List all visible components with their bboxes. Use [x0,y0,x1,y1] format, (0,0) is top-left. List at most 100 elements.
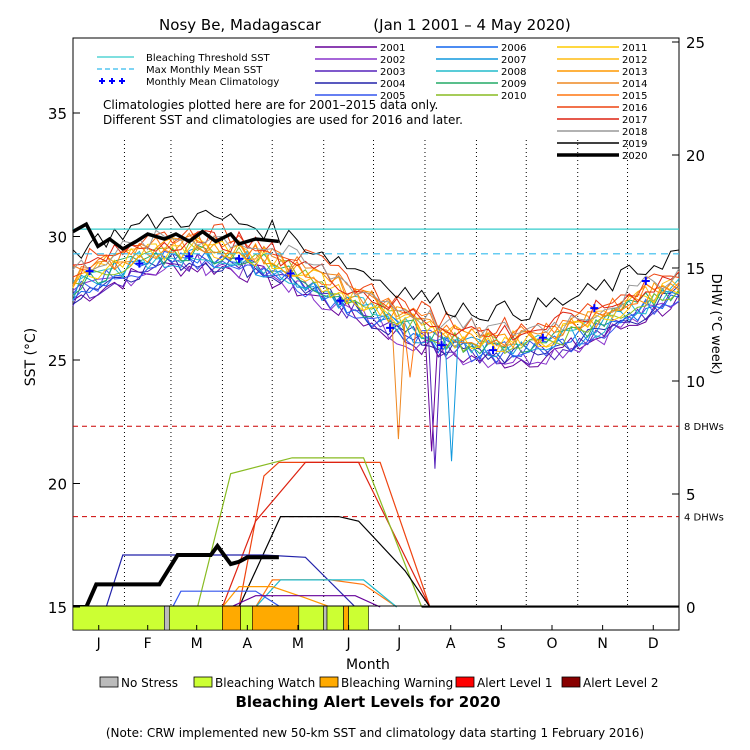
alert-level-label: Bleaching Watch [215,676,315,690]
dhw-line-2020 [73,542,279,609]
legend-year-label: 2004 [380,79,405,90]
month-tick-label: M [292,636,304,652]
month-tick-label: J [346,636,351,652]
sst-line-2011 [72,239,680,353]
sst-dip-2001 [424,331,439,452]
alert-level-swatch [455,676,475,688]
legend-year-label: 2001 [380,43,405,54]
legend-year-label: 2006 [501,43,526,54]
dhw-tick-label: 20 [686,147,705,165]
dhw-threshold-label: 4 DHWs [684,513,724,524]
month-tick-label: F [144,636,152,652]
sst-line-2020 [72,221,280,251]
climatology-marker [135,259,144,268]
dhw-tick-label: 5 [686,486,696,504]
alert-bar-label: Bleaching Alert Levels for 2020 [235,693,500,711]
alert-bar-segment [222,605,241,631]
month-tick-label: O [546,636,557,652]
sst-line-2019 [72,209,680,322]
alert-level-swatch [99,676,119,688]
month-tick-label: D [648,636,659,652]
legend-year-label: 2011 [622,43,647,54]
legend-ref-label: Bleaching Threshold SST [146,53,271,64]
x-axis-title: Month [346,657,390,673]
climatology-marker [489,346,498,355]
sst-dip-2007 [444,336,459,462]
month-tick-label: J [96,636,101,652]
climatology-marker [590,304,599,313]
legend-swatch-climatology [119,78,125,84]
legend-year-label: 2010 [501,91,526,102]
plot-layer [72,140,680,631]
sst-tick-label: 35 [48,105,67,123]
legend-ref-label: Monthly Mean Climatology [146,77,279,88]
footnote: (Note: CRW implemented new 50-km SST and… [106,726,644,740]
alert-bar-segment [323,605,328,631]
sst-line-2007 [72,247,680,358]
alert-level-swatch [193,676,213,688]
alert-bar-segment [252,605,300,631]
legend-year-label: 2018 [622,127,647,138]
month-tick-label: A [243,636,253,652]
chart-title-right: (Jan 1 2001 – 4 May 2020) [373,16,570,34]
alert-bar-segment [72,605,165,631]
alert-bar-segment [168,605,223,631]
month-tick-label: N [597,636,607,652]
legend-year-label: 2019 [622,139,647,150]
dhw-tick-label: 15 [686,260,705,278]
alert-bar-segment [240,605,253,631]
axis-layer: 4 DHWs 8 DHWs 15 20 25 30 35 0 5 10 15 20 25 J F M A M J J A… [48,34,724,652]
alert-level-label: Bleaching Warning [341,676,453,690]
sst-dip-2003 [427,332,443,469]
climatology-marker [336,296,345,305]
climatology-note: Different SST and climatologies are used… [103,113,463,127]
legend-year-label: 2013 [622,67,647,78]
dhw-line-2019 [73,515,431,608]
legend-year-label: 2012 [622,55,647,66]
sst-dip-2014 [391,318,406,440]
sst-dip-2015 [402,323,418,378]
sst-line-2003 [72,253,680,366]
dhw-tick-label: 25 [686,34,705,52]
sst-line-2005 [72,250,680,364]
legend-year-label: 2014 [622,79,647,90]
alert-bar-segment [164,605,170,631]
y-axis-title-right: DHW (°C week) [708,274,723,375]
legend-year-label: 2003 [380,67,405,78]
month-tick-label: S [497,636,506,652]
dhw-threshold-label: 8 DHWs [684,422,724,433]
legend-year-label: 2009 [501,79,526,90]
alert-level-swatch [561,676,581,688]
climatology-marker [185,252,194,261]
legend-swatch-climatology [109,78,115,84]
sst-line-2006 [72,250,680,361]
alert-level-swatch [319,676,339,688]
alert-bar-segment [348,605,369,631]
legend-year-label: 2015 [622,91,647,102]
month-tick-label: J [396,636,401,652]
alert-bar-segment [326,605,344,631]
alert-level-label: Alert Level 2 [583,676,659,690]
legend-year-label: 2005 [380,91,405,102]
climatology-marker [641,276,650,285]
month-tick-label: A [446,636,456,652]
climatology-marker [235,254,244,263]
month-tick-label: M [191,636,203,652]
chart-title-left: Nosy Be, Madagascar [159,16,322,34]
climatology-note: Climatologies plotted here are for 2001–… [103,98,438,112]
sst-tick-label: 15 [48,599,67,617]
sst-line-2014 [72,232,680,348]
climatology-marker [386,323,395,332]
sst-line-2012 [72,236,680,352]
legend-swatch-climatology [99,78,105,84]
alert-legend: No Stress Bleaching Watch Bleaching Warnin… [99,676,659,690]
sst-tick-label: 20 [48,476,67,494]
sst-tick-label: 25 [48,352,67,370]
alert-bar-segment [298,605,325,631]
sst-line-2013 [72,237,680,349]
alert-level-label: No Stress [121,676,178,690]
climatology-marker [85,267,94,276]
legend-year-label: 2002 [380,55,405,66]
